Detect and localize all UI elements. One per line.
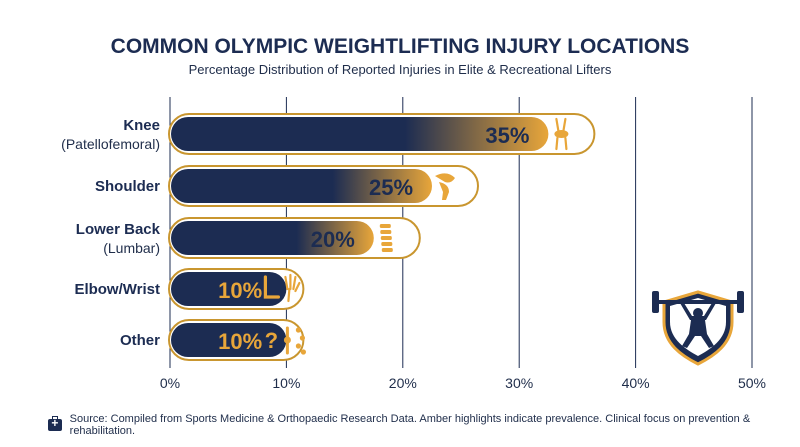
knee-joint-icon <box>554 117 569 151</box>
clavicle-shape <box>435 173 455 183</box>
kneecap-shape <box>554 130 569 138</box>
chart-title: COMMON OLYMPIC WEIGHTLIFTING INJURY LOCA… <box>111 35 690 58</box>
x-tick-label-2: 20% <box>389 375 417 391</box>
category-labels: Knee (Patellofemoral) Shoulder Lower Back (L… <box>61 117 160 349</box>
vertebra-shape <box>380 236 392 240</box>
bar-4 <box>171 323 287 357</box>
chart-subtitle: Percentage Distribution of Reported Inju… <box>189 62 612 77</box>
elbow-wrist-icon <box>263 273 301 303</box>
bar-row-1: 25% <box>168 165 479 207</box>
small-joint-dot-1 <box>299 335 305 341</box>
bar-row-3: 10% <box>168 268 305 310</box>
bar-value-label-0: 35% <box>485 123 529 148</box>
bar-row-2: 20% <box>168 217 421 259</box>
bar-value-label-3: 10% <box>218 278 262 303</box>
femur-shape <box>555 117 567 133</box>
vertebra-shape <box>380 230 392 234</box>
category-label-0: Knee <box>123 117 160 134</box>
bar-3 <box>171 272 287 306</box>
x-tick-label-3: 30% <box>505 375 533 391</box>
question-mark-glyph: ? <box>265 328 278 353</box>
footer-source: Source: Compiled from Sports Medicine & … <box>48 413 800 437</box>
tibia-shape <box>555 136 568 151</box>
humerus-shape <box>439 182 449 200</box>
x-tick-label-1: 10% <box>272 375 300 391</box>
joint-knob-shape <box>283 336 291 344</box>
vertebra-shape <box>381 242 393 246</box>
small-joint-dot-2 <box>295 343 301 349</box>
small-joint-dot-0 <box>295 327 301 333</box>
category-label-1: Shoulder <box>95 178 160 195</box>
small-joint-dot-3 <box>300 349 306 355</box>
category-sublabel-0: (Patellofemoral) <box>61 136 160 152</box>
first-aid-kit-icon <box>48 416 62 431</box>
shoulder-joint-icon <box>435 173 455 200</box>
elbow-arm-shape <box>263 275 280 299</box>
vertebra-shape <box>381 248 393 252</box>
bar-row-0: 35% <box>168 113 596 155</box>
footer-text: Source: Compiled from Sports Medicine & … <box>69 413 751 437</box>
bar-value-label-4: 10% <box>218 329 262 354</box>
x-tick-label-4: 40% <box>622 375 650 391</box>
category-label-2: Lower Back <box>76 221 161 238</box>
bar-value-label-1: 25% <box>369 175 413 200</box>
x-tick-label-5: 50% <box>738 375 766 391</box>
vertebra-shape <box>379 224 391 228</box>
x-tick-labels: 0% 10% 20% 30% 40% 50% <box>160 375 766 391</box>
weightlifter-shield-logo <box>652 290 744 366</box>
category-label-3: Elbow/Wrist <box>74 281 160 298</box>
bar-0 <box>171 117 549 151</box>
bar-2 <box>171 221 374 255</box>
bar-row-4: 10%? <box>168 319 306 361</box>
spine-icon <box>379 224 393 252</box>
bar-value-label-2: 20% <box>311 227 355 252</box>
category-label-4: Other <box>120 332 160 349</box>
category-sublabel-2: (Lumbar) <box>103 240 160 256</box>
bars-group: 35%25%20%10%10%? <box>168 113 596 361</box>
x-tick-label-0: 0% <box>160 375 180 391</box>
hand-bones-shape <box>284 273 301 303</box>
question-joints-icon: ? <box>265 326 306 355</box>
bar-1 <box>171 169 432 203</box>
